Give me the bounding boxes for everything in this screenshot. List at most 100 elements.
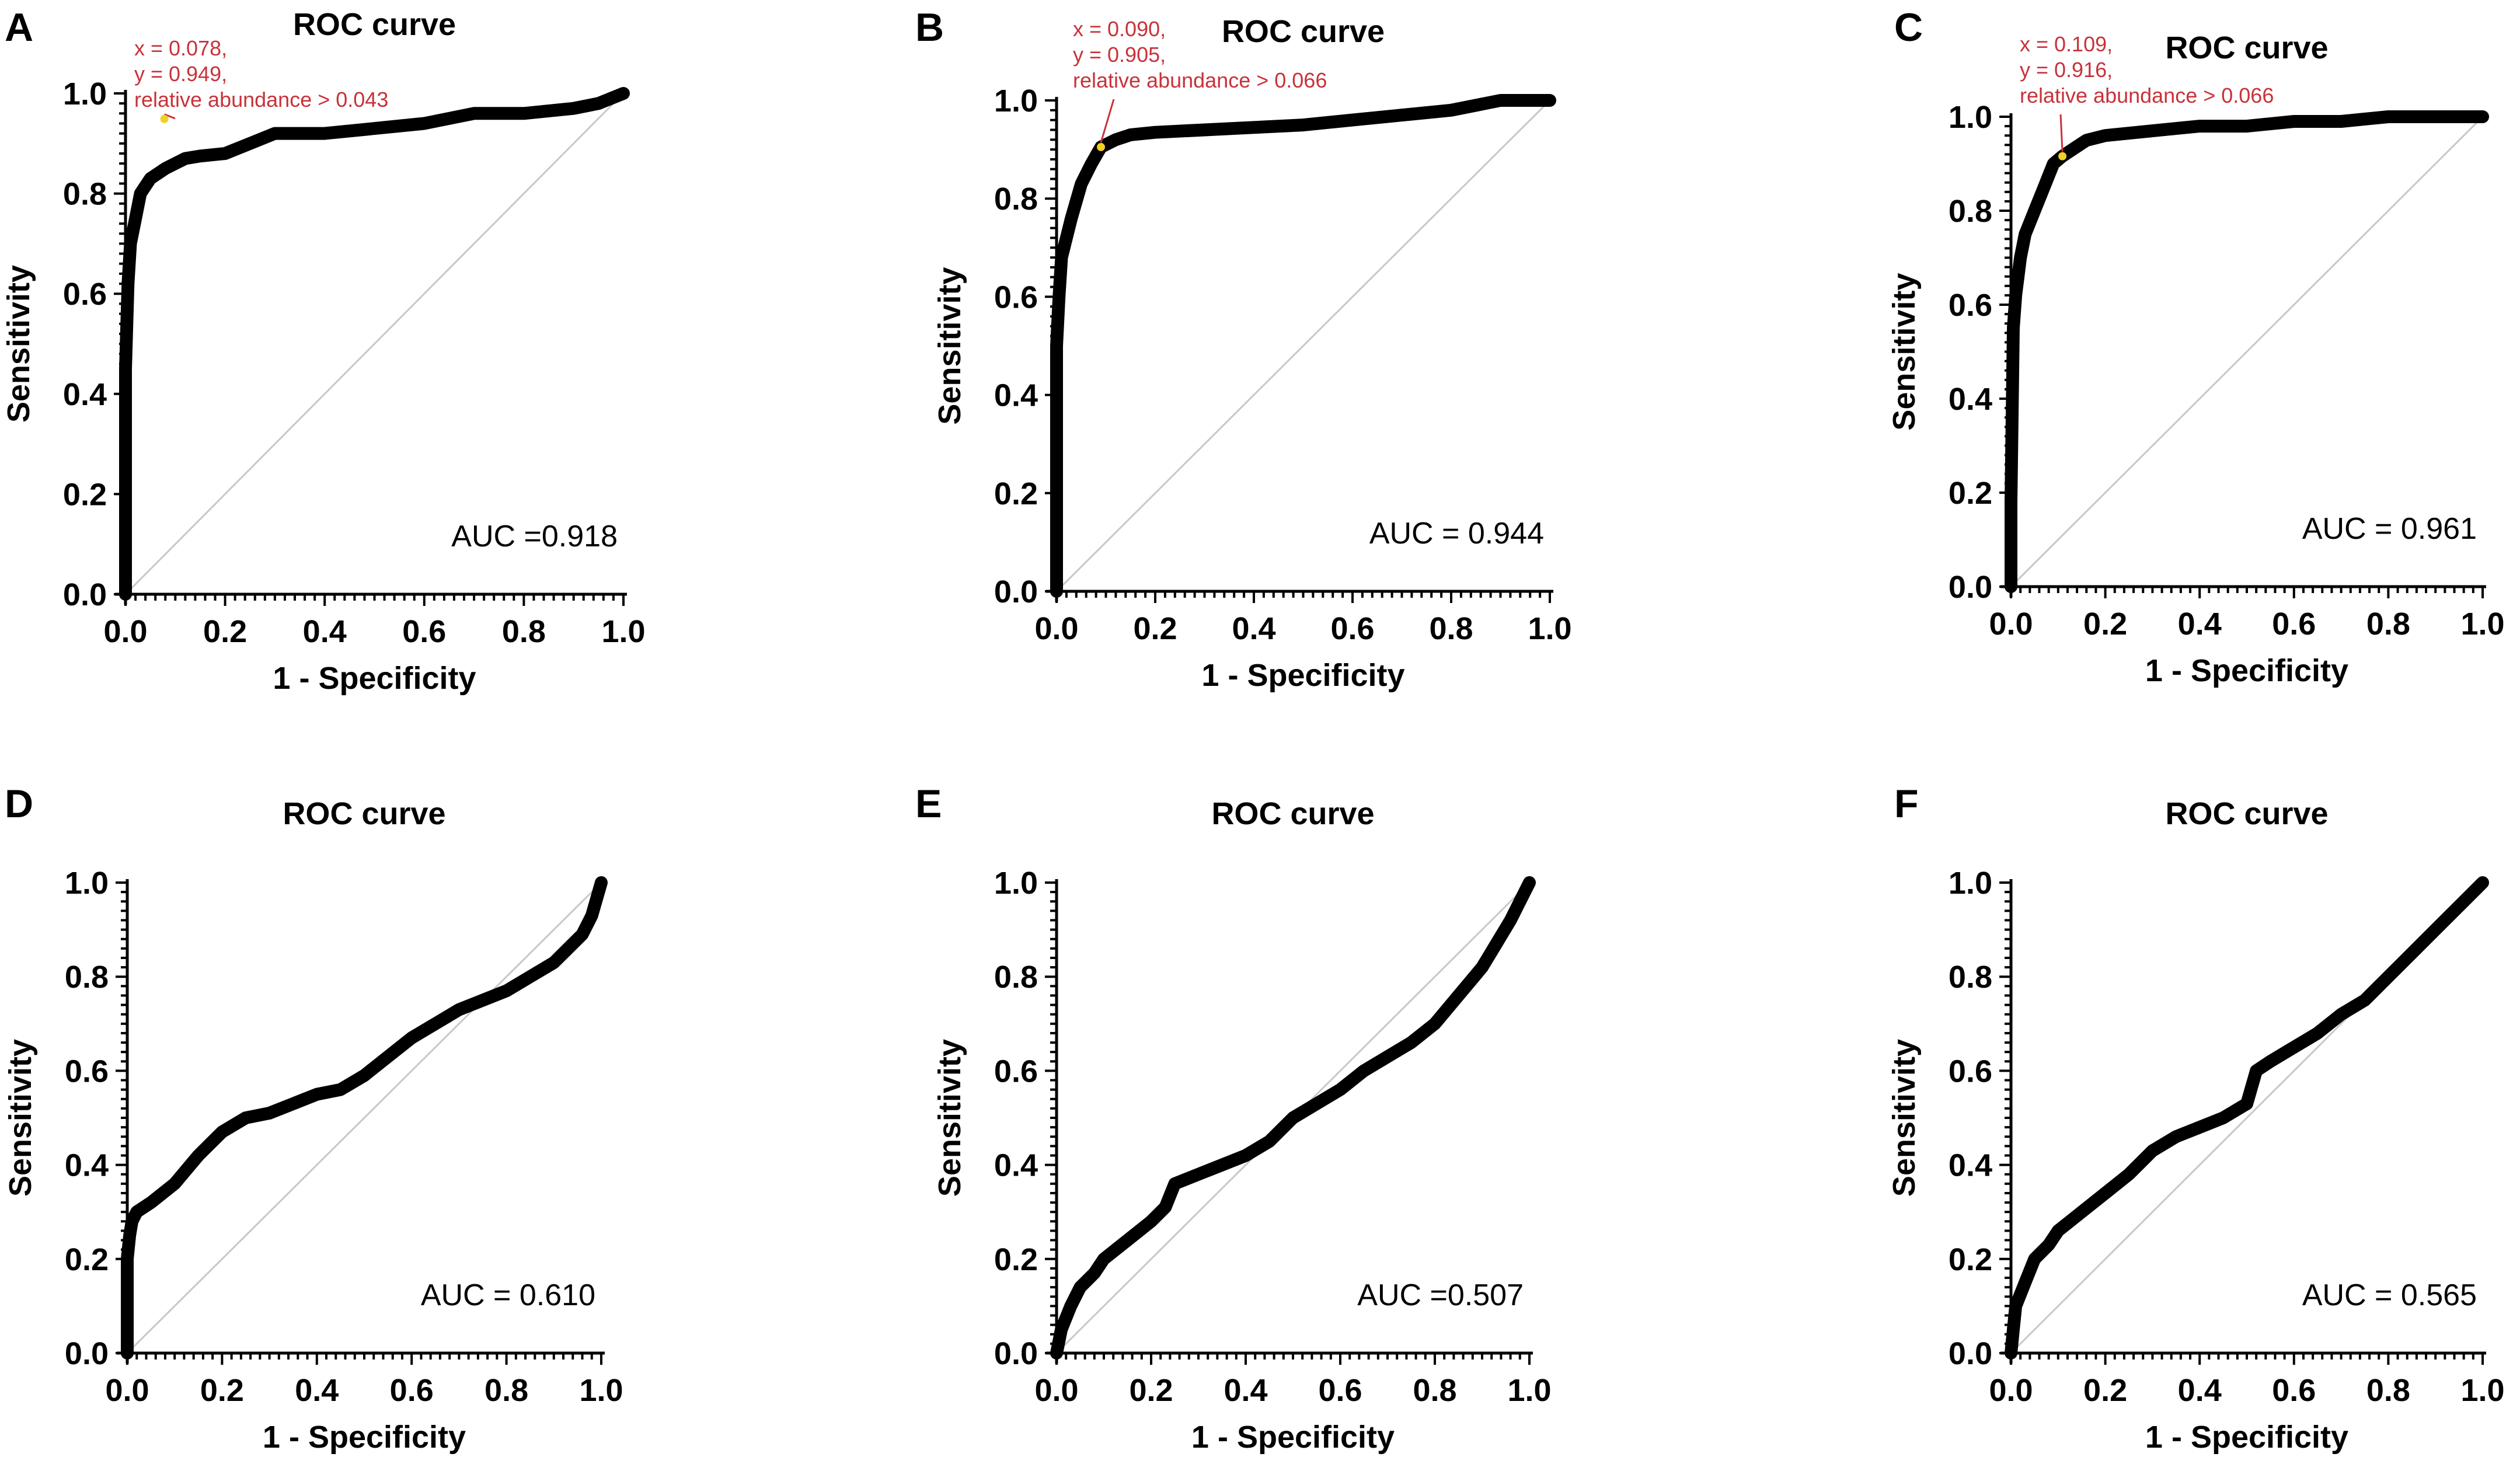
auc-label-b: AUC = 0.944 [1369,517,1544,550]
x-tick-label-f: 0.0 [1989,1373,2033,1408]
roc-curve-c [2005,110,2489,593]
x-tick-label-b: 0.0 [1034,611,1078,646]
x-tick-label-e: 0.8 [1413,1373,1456,1408]
cutoff-leader-line-b [1100,99,1115,143]
y-tick-label-b: 0.8 [994,182,1038,217]
y-tick-label-c: 0.4 [1949,382,1992,417]
y-tick-label-f: 0.8 [1949,960,1992,995]
cutoff-annotation-c: x = 0.109, [2020,32,2113,56]
panel-a: A ROC curve 0.0 0.2 0.4 0.6 0.8 1.0 0.0 0.2 0.4 0.6… [1,5,646,696]
y-tick-label-b: 0.0 [994,574,1038,609]
y-tick-label-f: 0.0 [1949,1336,1992,1371]
y-tick-label-e: 0.2 [994,1242,1038,1277]
panel-letter-c: C [1894,5,1923,50]
y-tick-label-a: 0.8 [63,177,107,212]
roc-curve-b [1050,94,1556,598]
y-tick-label-c: 0.8 [1949,194,1992,229]
roc-curve-d [121,876,608,1360]
chart-title-e: ROC curve [1211,796,1374,831]
cutoff-leader-line-a [163,113,176,120]
panel-letter-e: E [915,782,942,826]
y-tick-label-d: 0.8 [65,960,109,995]
y-tick-label-b: 1.0 [994,83,1038,118]
chart-title-d: ROC curve [283,796,445,831]
chart-title-b: ROC curve [1222,14,1385,49]
x-tick-label-e: 0.6 [1318,1373,1362,1408]
x-tick-label-e: 0.4 [1224,1373,1267,1408]
y-tick-label-f: 0.4 [1949,1148,1992,1183]
y-axis-label-b: Sensitivity [932,267,967,424]
y-axis-label-c: Sensitivity [1887,273,1922,430]
y-tick-label-c: 0.0 [1949,570,1992,605]
x-tick-label-a: 0.8 [502,614,546,649]
x-tick-label-c: 1.0 [2460,606,2504,642]
auc-label-f: AUC = 0.565 [2302,1278,2477,1312]
x-tick-label-f: 0.8 [2366,1373,2410,1408]
x-tick-label-c: 0.0 [1989,606,2033,642]
y-tick-label-a: 0.0 [63,577,107,612]
y-tick-label-d: 0.0 [65,1336,109,1371]
y-tick-label-f: 0.6 [1949,1054,1992,1089]
x-tick-label-e: 1.0 [1507,1373,1551,1408]
x-tick-label-b: 1.0 [1528,611,1571,646]
x-tick-label-c: 0.2 [2083,606,2127,642]
x-axis-label-d: 1 - Specificity [263,1420,466,1455]
x-axis-label-a: 1 - Specificity [273,661,476,696]
chart-title-a: ROC curve [293,7,456,42]
chance-line-d [126,881,602,1354]
chart-title-f: ROC curve [2165,796,2328,831]
panel-f: F ROC curve 0.0 0.2 0.4 0.6 0.8 1.0 0.0 0.2 0.4 0.6… [1887,782,2505,1455]
x-tick-label-d: 0.2 [200,1373,244,1408]
x-tick-label-b: 0.8 [1429,611,1473,646]
x-axis-label-b: 1 - Specificity [1201,658,1404,693]
x-tick-label-d: 1.0 [579,1373,623,1408]
panel-letter-a: A [5,5,33,50]
auc-label-a: AUC =0.918 [451,520,618,553]
x-tick-label-d: 0.8 [485,1373,528,1408]
cutoff-annotation-a: x = 0.078, [134,36,227,60]
x-tick-label-b: 0.6 [1330,611,1374,646]
y-tick-label-a: 1.0 [63,76,107,111]
x-tick-label-c: 0.4 [2178,606,2222,642]
x-tick-label-e: 0.0 [1034,1373,1078,1408]
x-tick-label-d: 0.4 [295,1373,339,1408]
y-tick-label-c: 1.0 [1949,100,1992,135]
chance-line-b [1055,99,1551,592]
x-tick-label-b: 0.4 [1232,611,1275,646]
y-tick-label-a: 0.4 [63,377,107,412]
x-tick-label-f: 0.2 [2083,1373,2127,1408]
cutoff-point-a [160,114,169,123]
chance-line-a [124,92,625,595]
cutoff-annotation-b: x = 0.090, [1073,17,1166,41]
y-tick-label-f: 1.0 [1949,866,1992,901]
y-tick-label-d: 0.2 [65,1242,109,1277]
x-axis-label-e: 1 - Specificity [1191,1420,1395,1455]
y-tick-label-e: 0.0 [994,1336,1038,1371]
y-tick-label-b: 0.6 [994,280,1038,315]
y-tick-label-e: 1.0 [994,866,1038,901]
auc-label-e: AUC =0.507 [1357,1278,1524,1312]
chart-title-c: ROC curve [2165,30,2328,65]
x-tick-label-f: 0.6 [2272,1373,2316,1408]
x-tick-label-a: 0.2 [203,614,247,649]
x-axis-label-f: 1 - Specificity [2145,1420,2348,1455]
cutoff-annotation-b: y = 0.905, [1073,43,1166,67]
y-tick-label-b: 0.4 [994,378,1038,413]
cutoff-point-c [2058,152,2067,161]
panel-d: D ROC curve 0.0 0.2 0.4 0.6 0.8 1.0 0.0 0.2 0.4 0.6… [3,782,623,1455]
y-tick-label-d: 1.0 [65,866,109,901]
x-tick-label-f: 0.4 [2178,1373,2222,1408]
x-tick-label-a: 0.0 [103,614,147,649]
auc-label-d: AUC = 0.610 [421,1278,595,1312]
y-axis-label-e: Sensitivity [932,1039,967,1197]
y-axis-label-a: Sensitivity [1,265,36,423]
y-axis-label-d: Sensitivity [3,1039,38,1197]
x-tick-label-a: 1.0 [601,614,645,649]
y-tick-label-e: 0.4 [994,1148,1038,1183]
y-tick-label-b: 0.2 [994,476,1038,511]
panel-c: C ROC curve 0.0 0.2 0.4 0.6 0.8 1.0 0.0 0.2 0.4 0.6… [1887,5,2505,688]
cutoff-annotation-b: relative abundance > 0.066 [1073,68,1327,92]
x-tick-label-b: 0.2 [1133,611,1177,646]
panel-b: B ROC curve 0.0 0.2 0.4 0.6 0.8 1.0 0.0 0.2 0.4 0.6… [915,5,1572,693]
